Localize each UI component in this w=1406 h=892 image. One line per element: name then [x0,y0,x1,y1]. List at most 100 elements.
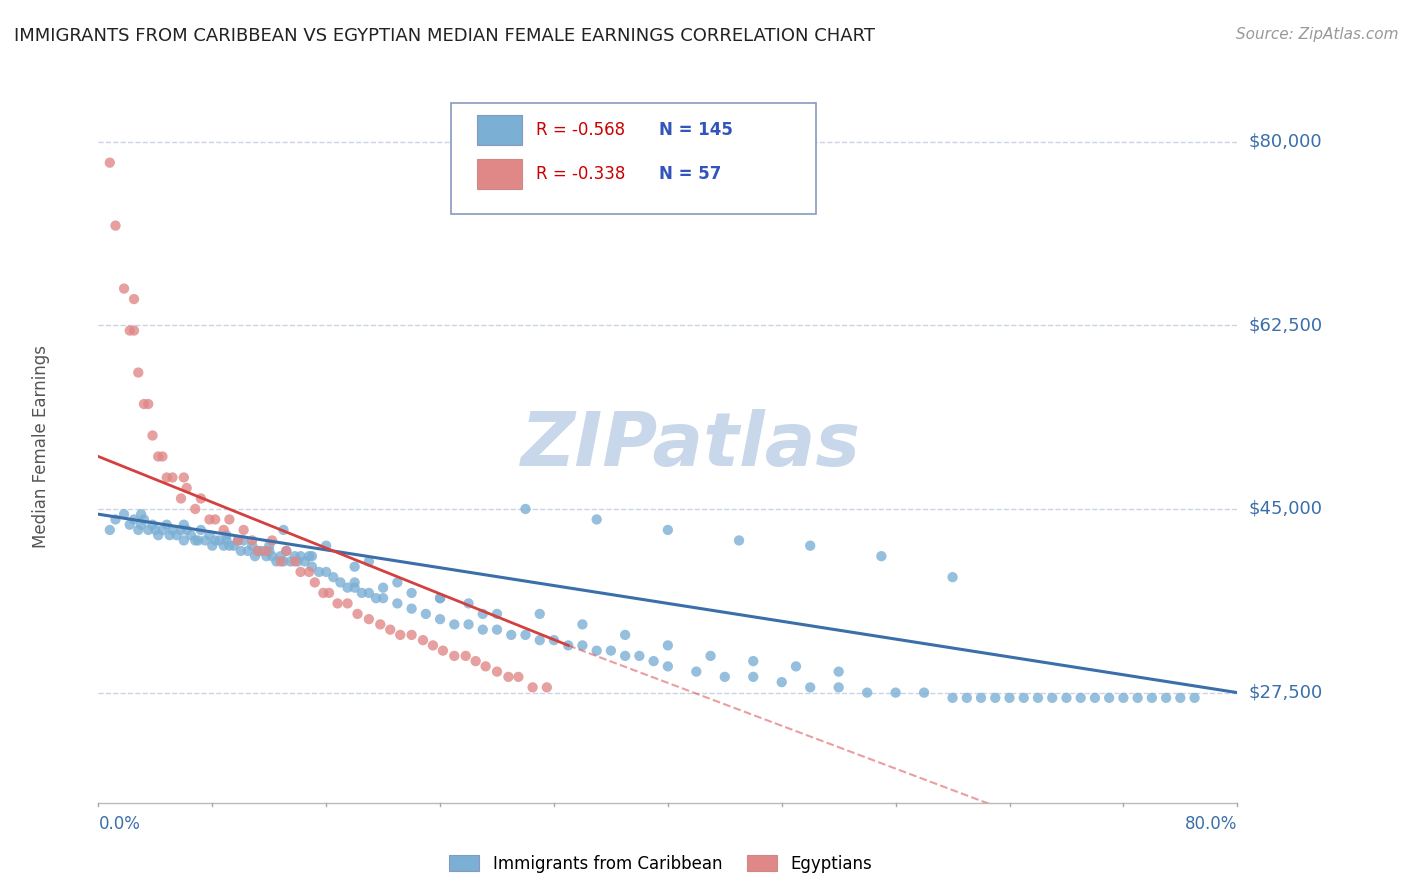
Bar [477,115,522,145]
Point [308,565,330,579]
Point [184,502,207,516]
Point [122,512,145,526]
Point [699,648,721,663]
Point [799,539,821,553]
Point [187,533,209,548]
Point [159,528,181,542]
Point [1170,690,1192,705]
Point [343,559,366,574]
Text: $62,500: $62,500 [1249,317,1323,334]
Point [136,523,159,537]
Point [122,292,145,306]
Point [190,491,212,506]
Point [315,565,337,579]
Text: IMMIGRANTS FROM CARIBBEAN VS EGYPTIAN MEDIAN FEMALE EARNINGS CORRELATION CHART: IMMIGRANTS FROM CARIBBEAN VS EGYPTIAN ME… [14,27,875,45]
Point [389,628,412,642]
Point [240,539,263,553]
Point [401,601,423,615]
Point [415,607,437,621]
Point [373,591,395,606]
Point [129,507,152,521]
Point [464,654,486,668]
Point [326,596,349,610]
Point [280,554,302,568]
Point [614,628,637,642]
Point [1154,690,1177,705]
Point [136,397,159,411]
Point [515,502,537,516]
Point [1112,690,1135,705]
Point [346,607,368,621]
Point [318,586,340,600]
Point [585,512,607,526]
Point [212,539,235,553]
Point [254,544,277,558]
Point [132,397,155,411]
Point [543,633,565,648]
Point [315,539,337,553]
Point [122,324,145,338]
Point [571,617,593,632]
Point [1012,690,1035,705]
Point [215,533,238,548]
Point [266,554,288,568]
Point [486,665,509,679]
FancyBboxPatch shape [451,103,815,214]
Point [343,581,366,595]
Point [173,517,195,532]
Point [218,512,240,526]
Point [152,523,174,537]
Point [141,428,163,442]
Point [273,554,295,568]
Point [1184,690,1206,705]
Point [184,533,207,548]
Point [312,586,335,600]
Point [742,654,765,668]
Text: 80.0%: 80.0% [1185,815,1237,833]
Point [226,533,249,548]
Point [498,670,520,684]
Point [250,544,273,558]
Point [290,549,312,564]
Point [343,575,366,590]
Point [273,523,295,537]
Point [657,523,679,537]
Point [970,690,993,705]
Point [208,533,231,548]
Point [1126,690,1149,705]
Point [156,517,179,532]
Text: Source: ZipAtlas.com: Source: ZipAtlas.com [1236,27,1399,42]
Text: N = 57: N = 57 [659,165,721,183]
Point [259,544,281,558]
Point [350,586,373,600]
Text: ZIPatlas: ZIPatlas [520,409,860,483]
Point [501,628,523,642]
Point [373,581,395,595]
Point [246,544,269,558]
Point [471,623,494,637]
Point [270,549,292,564]
Point [657,659,679,673]
Point [728,533,751,548]
Point [401,628,423,642]
Point [170,491,193,506]
Point [262,549,284,564]
Point [198,512,221,526]
Point [828,681,851,695]
Legend: Immigrants from Caribbean, Egyptians: Immigrants from Caribbean, Egyptians [443,848,879,880]
Point [429,612,451,626]
Point [301,549,323,564]
Point [357,612,380,626]
Point [204,533,226,548]
Point [232,533,254,548]
Point [828,665,851,679]
Point [432,643,454,657]
Text: 0.0%: 0.0% [98,815,141,833]
Point [984,690,1007,705]
Point [508,670,530,684]
Point [170,523,193,537]
Point [176,523,198,537]
Point [173,533,195,548]
Point [942,570,965,584]
Point [336,596,359,610]
